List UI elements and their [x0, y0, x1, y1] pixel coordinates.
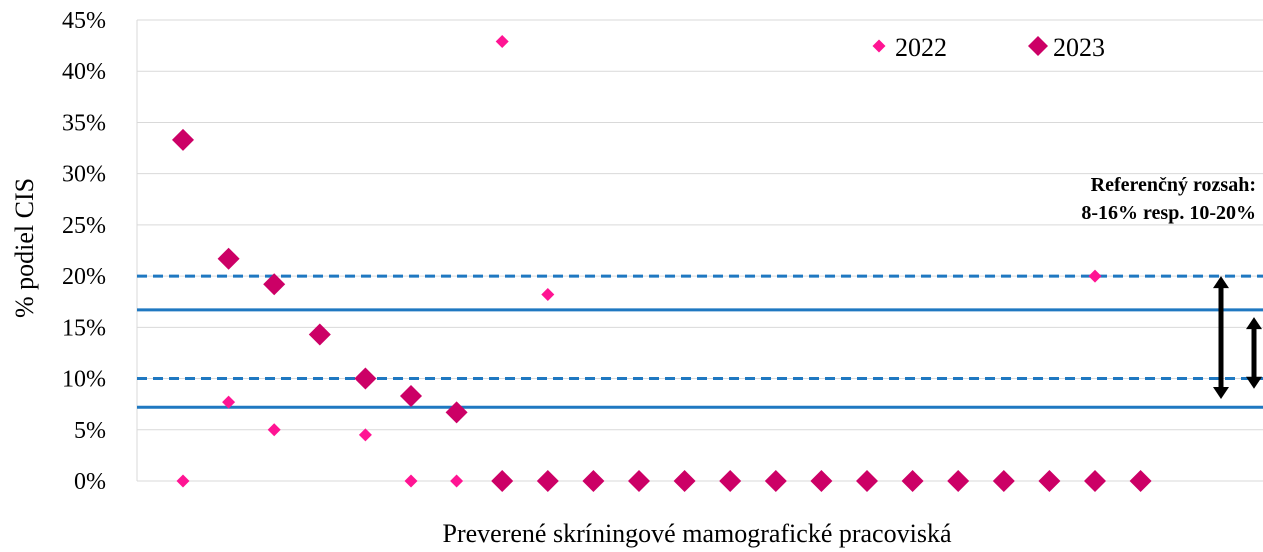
data-points	[172, 35, 1152, 492]
point-2022	[267, 423, 281, 437]
y-tick-label: 10%	[62, 367, 106, 393]
point-2023	[901, 470, 924, 492]
range-arrows	[1213, 276, 1262, 400]
point-2022	[495, 35, 509, 49]
y-tick-label: 0%	[74, 469, 106, 495]
arrow-head-up	[1213, 276, 1229, 289]
reference-range-note: Referenčný rozsah: 8-16% resp. 10-20%	[1081, 174, 1256, 224]
legend-label-2023: 2023	[1053, 33, 1105, 62]
point-2023	[308, 323, 331, 346]
gridlines	[136, 19, 1263, 482]
y-tick-label: 35%	[62, 110, 106, 136]
reference-lines	[137, 274, 1263, 409]
point-2023	[764, 470, 787, 492]
point-2023	[354, 367, 377, 390]
arrow-head-down	[1246, 376, 1262, 389]
point-2023	[445, 401, 468, 424]
point-2023	[172, 128, 194, 151]
point-2023	[1084, 470, 1106, 492]
y-tick-label: 15%	[62, 315, 106, 341]
legend-marker-2023	[1028, 36, 1048, 56]
y-tick-label: 45%	[62, 8, 106, 34]
note-line-2: 8-16% resp. 10-20%	[1081, 202, 1256, 224]
arrow-head-down	[1213, 387, 1229, 400]
point-2022	[541, 288, 555, 302]
point-2022	[1088, 269, 1102, 283]
point-2023	[1129, 470, 1152, 492]
double-arrow	[1213, 276, 1229, 400]
point-2022	[404, 474, 418, 488]
y-tick-label: 30%	[62, 162, 106, 188]
point-2023	[628, 470, 650, 492]
point-2023	[1038, 470, 1061, 492]
point-2023	[263, 273, 286, 296]
y-tick-label: 20%	[62, 264, 106, 290]
legend-label-2022: 2022	[895, 33, 947, 62]
y-axis-title: % podiel CIS	[10, 178, 39, 318]
point-2023	[810, 470, 833, 492]
point-2023	[992, 470, 1015, 492]
point-2023	[856, 470, 878, 492]
y-tick-label: 5%	[74, 418, 106, 444]
point-2022	[222, 395, 236, 409]
x-axis-title: Preverené skríningové mamografické praco…	[443, 519, 952, 548]
double-arrow	[1246, 317, 1262, 389]
arrow-head-up	[1246, 317, 1262, 330]
point-2022	[358, 428, 372, 442]
y-tick-labels: 0% 5% 10% 15% 20% 25% 30% 35% 40% 45%	[62, 8, 106, 495]
point-2023	[217, 247, 240, 270]
point-2022	[450, 474, 464, 488]
note-line-1: Referenčný rozsah:	[1091, 174, 1256, 196]
point-2023	[947, 470, 970, 492]
point-2023	[673, 470, 696, 492]
legend-marker-2022	[872, 39, 886, 53]
point-2023	[536, 470, 559, 492]
point-2023	[719, 470, 742, 492]
legend: 2022 2023	[872, 33, 1105, 62]
point-2023	[400, 384, 422, 407]
y-tick-label: 25%	[62, 213, 106, 239]
point-2023	[491, 470, 514, 492]
point-2023	[582, 470, 605, 492]
y-tick-label: 40%	[62, 59, 106, 85]
point-2022	[176, 474, 190, 488]
